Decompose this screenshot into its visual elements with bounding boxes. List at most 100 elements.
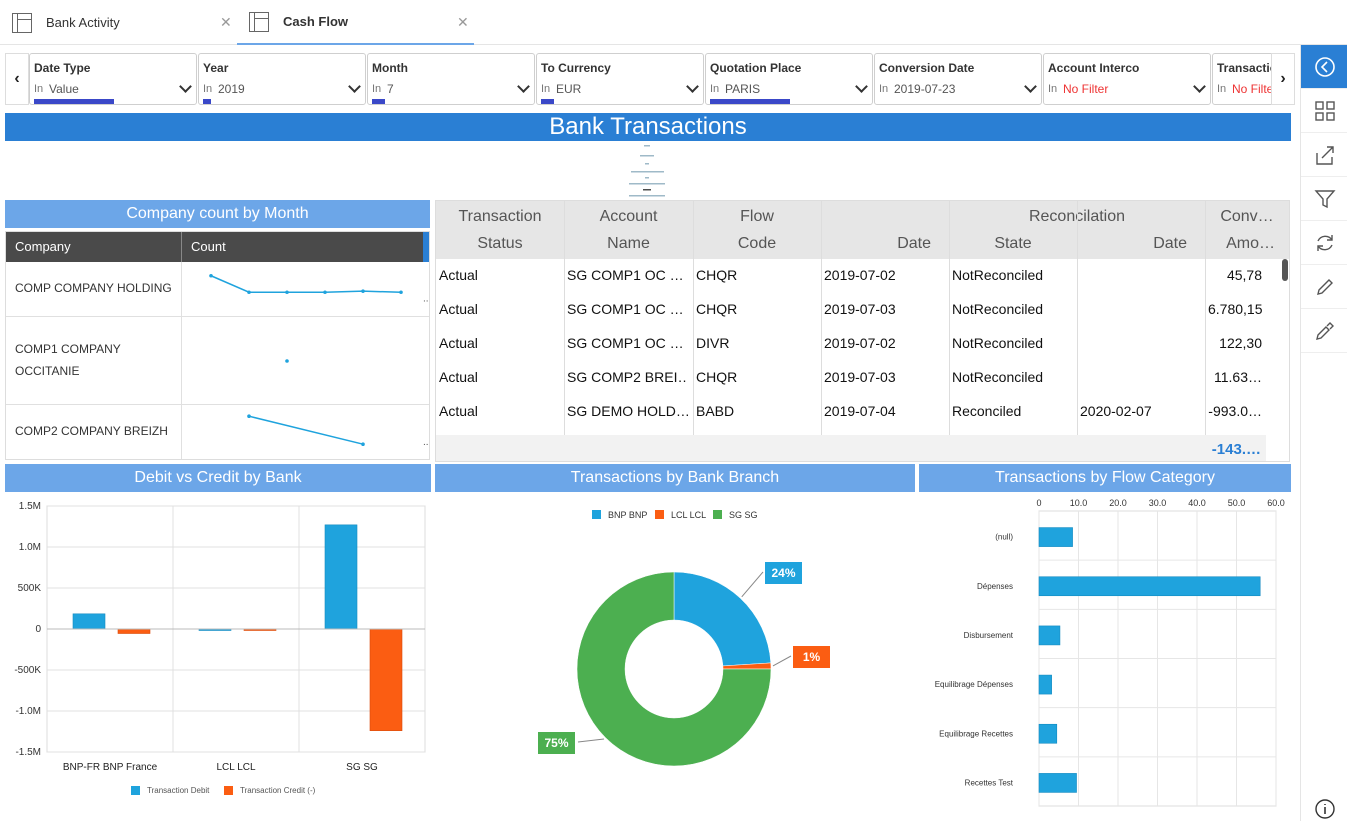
filter-button[interactable] [1301, 177, 1347, 221]
table-cell: CHQR [696, 301, 738, 317]
column-header[interactable]: Transaction [458, 208, 542, 225]
chevron-down-icon[interactable] [179, 80, 192, 93]
refresh-button[interactable] [1301, 221, 1347, 265]
table-cell: 2019-07-03 [824, 301, 896, 317]
filter-list: Date Type In Value Year In 2019 Month In 7 To Cur… [29, 50, 1271, 108]
bar[interactable] [1038, 723, 1058, 744]
bar[interactable] [1038, 674, 1052, 695]
column-header[interactable]: Status [477, 235, 523, 252]
column-header[interactable]: Flow [740, 208, 774, 225]
filter-4[interactable]: Quotation Place In PARIS [705, 53, 873, 105]
table-cell: 2019-07-02 [824, 335, 896, 351]
filter-operator: In [1217, 83, 1227, 95]
column-header[interactable]: State [994, 235, 1032, 252]
filter-3[interactable]: To Currency In EUR [536, 53, 704, 105]
table-cell: SG COMP2 BREI… [567, 369, 688, 385]
column-header[interactable]: Date [897, 235, 931, 252]
flow-category-chart: 0 10.0 20.0 30.0 40.0 50.0 60.0 (null) Dépenses D… [935, 498, 1285, 807]
sparkline [285, 359, 289, 363]
y-tick-label: 0 [35, 624, 41, 635]
column-header-count[interactable]: Count [181, 232, 423, 262]
scrollbar[interactable] [1282, 259, 1288, 281]
table-cell: NotReconciled [952, 267, 1044, 283]
chevron-down-icon[interactable] [855, 80, 868, 93]
chevron-down-icon[interactable] [517, 80, 530, 93]
column-header-company[interactable]: Company [6, 232, 181, 262]
close-icon[interactable]: ✕ [220, 14, 232, 30]
company-name: COMP1 COMPANY OCCITANIE [15, 342, 121, 378]
filter-2[interactable]: Month In 7 [367, 53, 535, 105]
company-count-grid: Company Count COMP COMPANY HOLDING.. COMP… [5, 231, 430, 460]
dashboard-icon [249, 11, 269, 32]
column-header[interactable]: Amo… [1226, 235, 1275, 252]
legend-swatch [131, 786, 140, 795]
bar-credit[interactable] [117, 628, 151, 634]
edit-button[interactable] [1301, 265, 1347, 309]
table-cell: Reconciled [952, 403, 1022, 419]
chevron-down-icon[interactable] [1193, 80, 1206, 93]
chevron-down-icon[interactable] [348, 80, 361, 93]
filter-0[interactable]: Date Type In Value [29, 53, 197, 105]
filter-7[interactable]: Transactio In No Filter [1212, 53, 1271, 105]
tab-bar: Bank Activity ✕ Cash Flow ✕ [0, 0, 1347, 45]
bar[interactable] [1038, 773, 1077, 793]
share-button[interactable] [1301, 133, 1347, 177]
y-tick-label: -1.5M [15, 747, 41, 758]
table-cell: DIVR [696, 335, 730, 351]
y-tick-label: Equilibrage Dépenses [935, 680, 1013, 689]
filter-value: No Filter [1232, 82, 1271, 96]
filter-value: EUR [556, 82, 582, 96]
scroll-right-button[interactable]: › [1271, 53, 1295, 105]
y-tick-label: -500K [14, 665, 41, 676]
bar[interactable] [1038, 576, 1261, 597]
color-picker-button[interactable] [1301, 309, 1347, 353]
chevron-down-icon[interactable] [1024, 80, 1037, 93]
pie-slice[interactable] [673, 571, 772, 667]
y-tick-label: (null) [995, 533, 1013, 542]
column-divider [181, 262, 182, 459]
collapse-button[interactable] [1301, 45, 1347, 89]
legend-swatch [655, 510, 664, 519]
trend-point [361, 289, 365, 293]
column-header[interactable]: Code [737, 235, 777, 252]
bar[interactable] [1038, 527, 1073, 547]
y-tick-label: 1.5M [19, 501, 41, 512]
scrollbar[interactable] [423, 232, 429, 262]
filter-selection-bar [541, 99, 554, 104]
filter-icon [1313, 189, 1336, 208]
column-header[interactable]: Date [1153, 235, 1187, 252]
column-header[interactable]: Name [607, 235, 650, 252]
scroll-left-button[interactable]: ‹ [5, 53, 29, 105]
column-header[interactable]: Conv… [1220, 208, 1274, 225]
bar-credit[interactable] [369, 628, 403, 731]
tab-bank-activity[interactable]: Bank Activity ✕ [12, 0, 237, 45]
filter-5[interactable]: Conversion Date In 2019-07-23 [874, 53, 1042, 105]
filter-label: Quotation Place [710, 61, 802, 75]
bar[interactable] [1038, 625, 1061, 646]
debit-credit-chart: 1.5M 1.0M 500K 0 -500K -1.0M -1.5M BNP-FR BNP F… [14, 501, 426, 795]
close-icon[interactable]: ✕ [457, 14, 469, 30]
table-cell: 6.780,15 [1208, 301, 1262, 317]
label-connector [741, 571, 764, 598]
tab-cash-flow[interactable]: Cash Flow ✕ [237, 0, 474, 45]
y-tick-label: -1.0M [15, 706, 41, 717]
chevron-down-icon[interactable] [686, 80, 699, 93]
label-connector [772, 655, 792, 667]
pie-slice[interactable] [576, 571, 772, 767]
total-amount: -143.… [1211, 441, 1261, 458]
table-cell: CHQR [696, 267, 738, 283]
filter-1[interactable]: Year In 2019 [198, 53, 366, 105]
column-divider [821, 201, 822, 461]
bar-debit[interactable] [324, 524, 358, 630]
tab-label: Bank Activity [46, 15, 120, 30]
layout-button[interactable] [1301, 89, 1347, 133]
trend-point [285, 290, 289, 295]
column-header[interactable]: Account [599, 208, 658, 225]
legend-label: Transaction Credit (-) [240, 786, 316, 795]
bar-debit[interactable] [72, 613, 106, 630]
filter-6[interactable]: Account Interco In No Filter [1043, 53, 1211, 105]
info-button[interactable] [1301, 787, 1347, 831]
filter-operator: In [203, 83, 213, 95]
filter-operator: In [372, 83, 382, 95]
table-cell: NotReconciled [952, 301, 1044, 317]
